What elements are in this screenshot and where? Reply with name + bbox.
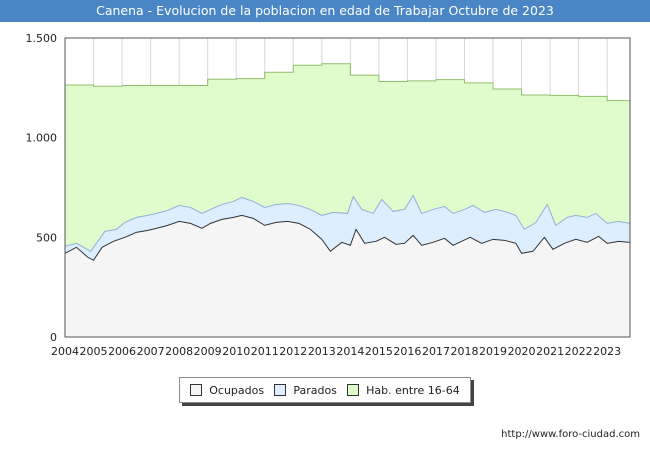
x-tick-label: 2021 [536,345,564,358]
x-tick-label: 2022 [565,345,593,358]
legend-swatch-parados [274,384,287,396]
x-tick-label: 2015 [365,345,393,358]
legend-swatch-hab [347,384,360,396]
x-tick-label: 2016 [393,345,421,358]
ocupados-line [64,214,631,261]
x-tick-label: 2012 [279,345,307,358]
x-tick-label: 2019 [479,345,507,358]
x-tick-label: 2014 [336,345,364,358]
x-tick-label: 2007 [137,345,165,358]
x-tick-label: 2023 [593,345,621,358]
legend-item-ocupados: Ocupados [190,384,264,397]
x-tick-label: 2011 [251,345,279,358]
legend-item-hab: Hab. entre 16-64 [347,384,460,397]
y-tick-label: 1.500 [26,32,58,45]
y-axis: 0 500 1.000 1.500 [26,32,58,344]
x-tick-label: 2004 [51,345,79,358]
legend-label-parados: Parados [293,383,337,397]
legend-swatch-ocupados [190,384,203,396]
legend-label-ocupados: Ocupados [209,383,265,397]
x-axis: 2004 2005 2006 2007 2008 2009 2010 2011 2012 2013… [51,345,621,358]
x-tick-label: 2017 [422,345,450,358]
x-tick-label: 2010 [222,345,250,358]
y-tick-label: 500 [36,231,57,244]
x-tick-label: 2018 [450,345,478,358]
parados-line [64,194,631,252]
legend-label-hab: Hab. entre 16-64 [366,383,460,397]
x-tick-label: 2008 [165,345,193,358]
x-tick-label: 2006 [108,345,136,358]
x-tick-label: 2020 [508,345,536,358]
plot-frame [64,37,631,338]
y-tick-label: 0 [50,331,57,344]
y-tick-label: 1.000 [26,132,58,145]
x-tick-label: 2005 [80,345,108,358]
x-tick-label: 2009 [194,345,222,358]
ocupados-area [65,215,630,337]
source-link[interactable]: http://www.foro-ciudad.com [501,429,640,440]
chart-title: Canena - Evolucion de la poblacion en ed… [0,0,650,22]
legend: Ocupados Parados Hab. entre 16-64 [179,377,471,403]
legend-item-parados: Parados [274,384,337,397]
x-tick-label: 2013 [308,345,336,358]
